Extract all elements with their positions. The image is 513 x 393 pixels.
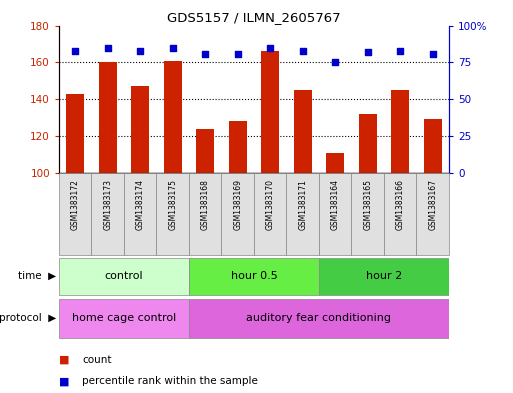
Bar bbox=[156, 173, 189, 255]
Point bbox=[71, 48, 80, 54]
Bar bbox=[229, 121, 247, 173]
Text: GSM1383169: GSM1383169 bbox=[233, 179, 242, 230]
Text: home cage control: home cage control bbox=[72, 313, 176, 323]
Point bbox=[364, 49, 372, 55]
Bar bbox=[286, 173, 319, 255]
Bar bbox=[99, 62, 116, 173]
Text: control: control bbox=[105, 271, 143, 281]
Text: percentile rank within the sample: percentile rank within the sample bbox=[82, 376, 258, 386]
Bar bbox=[222, 173, 254, 255]
Point bbox=[201, 50, 209, 57]
Bar bbox=[261, 51, 279, 173]
Bar bbox=[417, 173, 449, 255]
Point bbox=[169, 44, 177, 51]
Bar bbox=[59, 173, 91, 255]
Bar bbox=[319, 257, 449, 295]
Text: ■: ■ bbox=[59, 354, 69, 365]
Text: GSM1383167: GSM1383167 bbox=[428, 179, 437, 230]
Point bbox=[396, 48, 404, 54]
Text: GSM1383165: GSM1383165 bbox=[363, 179, 372, 230]
Bar bbox=[91, 173, 124, 255]
Bar bbox=[351, 173, 384, 255]
Point bbox=[331, 59, 339, 66]
Point bbox=[299, 48, 307, 54]
Text: hour 0.5: hour 0.5 bbox=[230, 271, 278, 281]
Title: GDS5157 / ILMN_2605767: GDS5157 / ILMN_2605767 bbox=[167, 11, 341, 24]
Bar bbox=[196, 129, 214, 173]
Text: GSM1383173: GSM1383173 bbox=[103, 179, 112, 230]
Bar bbox=[294, 90, 311, 173]
Text: GSM1383170: GSM1383170 bbox=[266, 179, 274, 230]
Text: protocol  ▶: protocol ▶ bbox=[0, 313, 56, 323]
Bar bbox=[131, 86, 149, 173]
Bar bbox=[384, 173, 417, 255]
Text: hour 2: hour 2 bbox=[366, 271, 402, 281]
Point bbox=[136, 48, 144, 54]
Bar bbox=[66, 94, 84, 173]
Text: count: count bbox=[82, 354, 112, 365]
Text: GSM1383174: GSM1383174 bbox=[136, 179, 145, 230]
Point bbox=[104, 44, 112, 51]
Bar bbox=[59, 257, 189, 295]
Text: GSM1383166: GSM1383166 bbox=[396, 179, 405, 230]
Bar bbox=[254, 173, 286, 255]
Bar bbox=[391, 90, 409, 173]
Text: GSM1383171: GSM1383171 bbox=[298, 179, 307, 230]
Point bbox=[233, 50, 242, 57]
Text: GSM1383168: GSM1383168 bbox=[201, 179, 210, 230]
Bar bbox=[59, 299, 189, 338]
Text: GSM1383175: GSM1383175 bbox=[168, 179, 177, 230]
Text: time  ▶: time ▶ bbox=[18, 271, 56, 281]
Bar bbox=[189, 299, 449, 338]
Text: auditory fear conditioning: auditory fear conditioning bbox=[246, 313, 391, 323]
Bar bbox=[189, 173, 222, 255]
Text: GSM1383172: GSM1383172 bbox=[71, 179, 80, 230]
Point bbox=[266, 44, 274, 51]
Bar bbox=[359, 114, 377, 173]
Text: ■: ■ bbox=[59, 376, 69, 386]
Bar bbox=[164, 61, 182, 173]
Bar bbox=[319, 173, 351, 255]
Point bbox=[428, 50, 437, 57]
Bar bbox=[189, 257, 319, 295]
Bar bbox=[124, 173, 156, 255]
Bar bbox=[424, 119, 442, 173]
Text: GSM1383164: GSM1383164 bbox=[331, 179, 340, 230]
Bar bbox=[326, 152, 344, 173]
